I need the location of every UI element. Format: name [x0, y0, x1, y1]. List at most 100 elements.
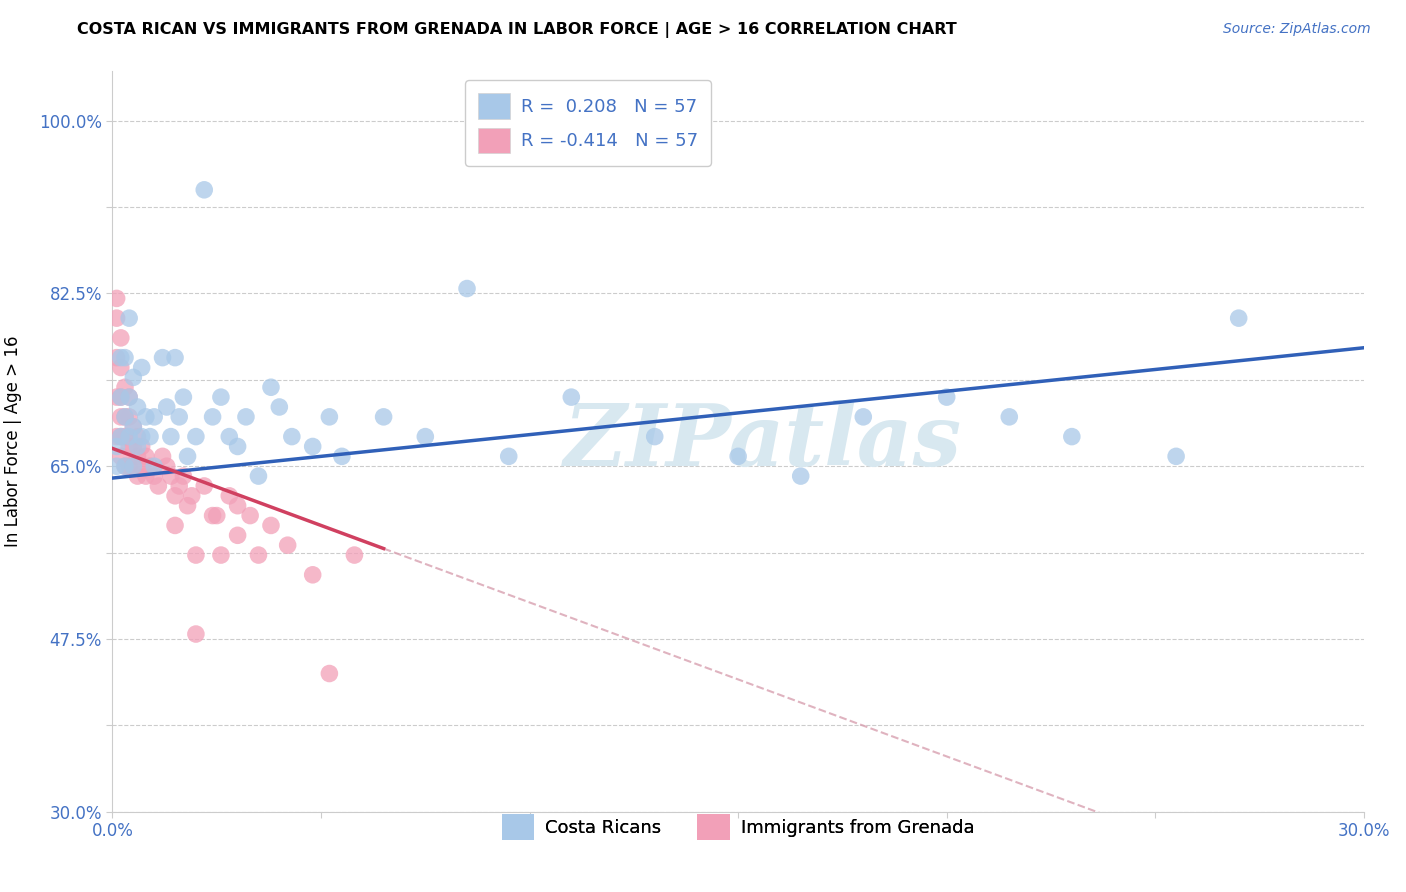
Point	[110, 450, 132, 464]
Point	[247, 469, 270, 483]
Point	[260, 518, 283, 533]
Point	[218, 429, 240, 443]
Point	[163, 351, 186, 365]
Legend: Costa Ricans, Immigrants from Grenada: Costa Ricans, Immigrants from Grenada	[495, 807, 981, 847]
Point	[122, 440, 145, 454]
Point	[105, 292, 128, 306]
Point	[193, 183, 215, 197]
Point	[176, 450, 198, 464]
Point	[152, 351, 174, 365]
Point	[110, 409, 132, 424]
Point	[727, 450, 749, 464]
Point	[318, 409, 340, 424]
Point	[163, 489, 186, 503]
Point	[163, 518, 186, 533]
Point	[131, 429, 153, 443]
Point	[131, 440, 153, 454]
Point	[131, 360, 153, 375]
Point	[139, 429, 162, 443]
Point	[209, 548, 232, 562]
Point	[218, 489, 240, 503]
Point	[998, 409, 1021, 424]
Point	[139, 459, 162, 474]
Point	[105, 429, 128, 443]
Point	[330, 450, 353, 464]
Point	[156, 459, 179, 474]
Point	[935, 390, 957, 404]
Point	[118, 459, 141, 474]
Point	[122, 459, 145, 474]
Point	[176, 499, 198, 513]
Point	[118, 390, 141, 404]
Point	[180, 489, 202, 503]
Point	[105, 351, 128, 365]
Point	[127, 440, 149, 454]
Point	[226, 440, 249, 454]
Point	[209, 390, 232, 404]
Point	[110, 351, 132, 365]
Point	[118, 440, 141, 454]
Point	[269, 400, 291, 414]
Point	[105, 390, 128, 404]
Point	[127, 450, 149, 464]
Point	[413, 429, 436, 443]
Point	[193, 479, 215, 493]
Point	[160, 469, 183, 483]
Point	[114, 409, 136, 424]
Point	[148, 479, 170, 493]
Point	[127, 400, 149, 414]
Point	[172, 469, 194, 483]
Point	[1060, 429, 1083, 443]
Point	[260, 380, 283, 394]
Point	[184, 429, 207, 443]
Point	[127, 429, 149, 443]
Text: ZIPatlas: ZIPatlas	[564, 400, 962, 483]
Point	[247, 548, 270, 562]
Point	[114, 380, 136, 394]
Point	[205, 508, 228, 523]
Point	[110, 429, 132, 443]
Point	[343, 548, 366, 562]
Point	[135, 450, 157, 464]
Point	[122, 370, 145, 384]
Point	[110, 360, 132, 375]
Point	[135, 409, 157, 424]
Point	[118, 311, 141, 326]
Point	[114, 459, 136, 474]
Point	[456, 281, 478, 295]
Point	[131, 459, 153, 474]
Point	[184, 627, 207, 641]
Point	[135, 469, 157, 483]
Point	[110, 390, 132, 404]
Point	[235, 409, 257, 424]
Point	[226, 499, 249, 513]
Point	[143, 459, 166, 474]
Point	[301, 440, 323, 454]
Point	[226, 528, 249, 542]
Point	[560, 390, 582, 404]
Text: Source: ZipAtlas.com: Source: ZipAtlas.com	[1223, 22, 1371, 37]
Point	[156, 400, 179, 414]
Point	[1164, 450, 1187, 464]
Point	[318, 666, 340, 681]
Point	[281, 429, 304, 443]
Point	[167, 409, 190, 424]
Point	[790, 469, 813, 483]
Point	[110, 331, 132, 345]
Point	[110, 429, 132, 443]
Point	[201, 409, 224, 424]
Point	[118, 390, 141, 404]
Point	[118, 409, 141, 424]
Point	[122, 419, 145, 434]
Point	[127, 469, 149, 483]
Point	[172, 390, 194, 404]
Point	[122, 459, 145, 474]
Point	[114, 429, 136, 443]
Point	[152, 450, 174, 464]
Text: COSTA RICAN VS IMMIGRANTS FROM GRENADA IN LABOR FORCE | AGE > 16 CORRELATION CHA: COSTA RICAN VS IMMIGRANTS FROM GRENADA I…	[77, 22, 957, 38]
Point	[852, 409, 875, 424]
Point	[143, 409, 166, 424]
Point	[118, 429, 141, 443]
Point	[301, 567, 323, 582]
Point	[184, 548, 207, 562]
